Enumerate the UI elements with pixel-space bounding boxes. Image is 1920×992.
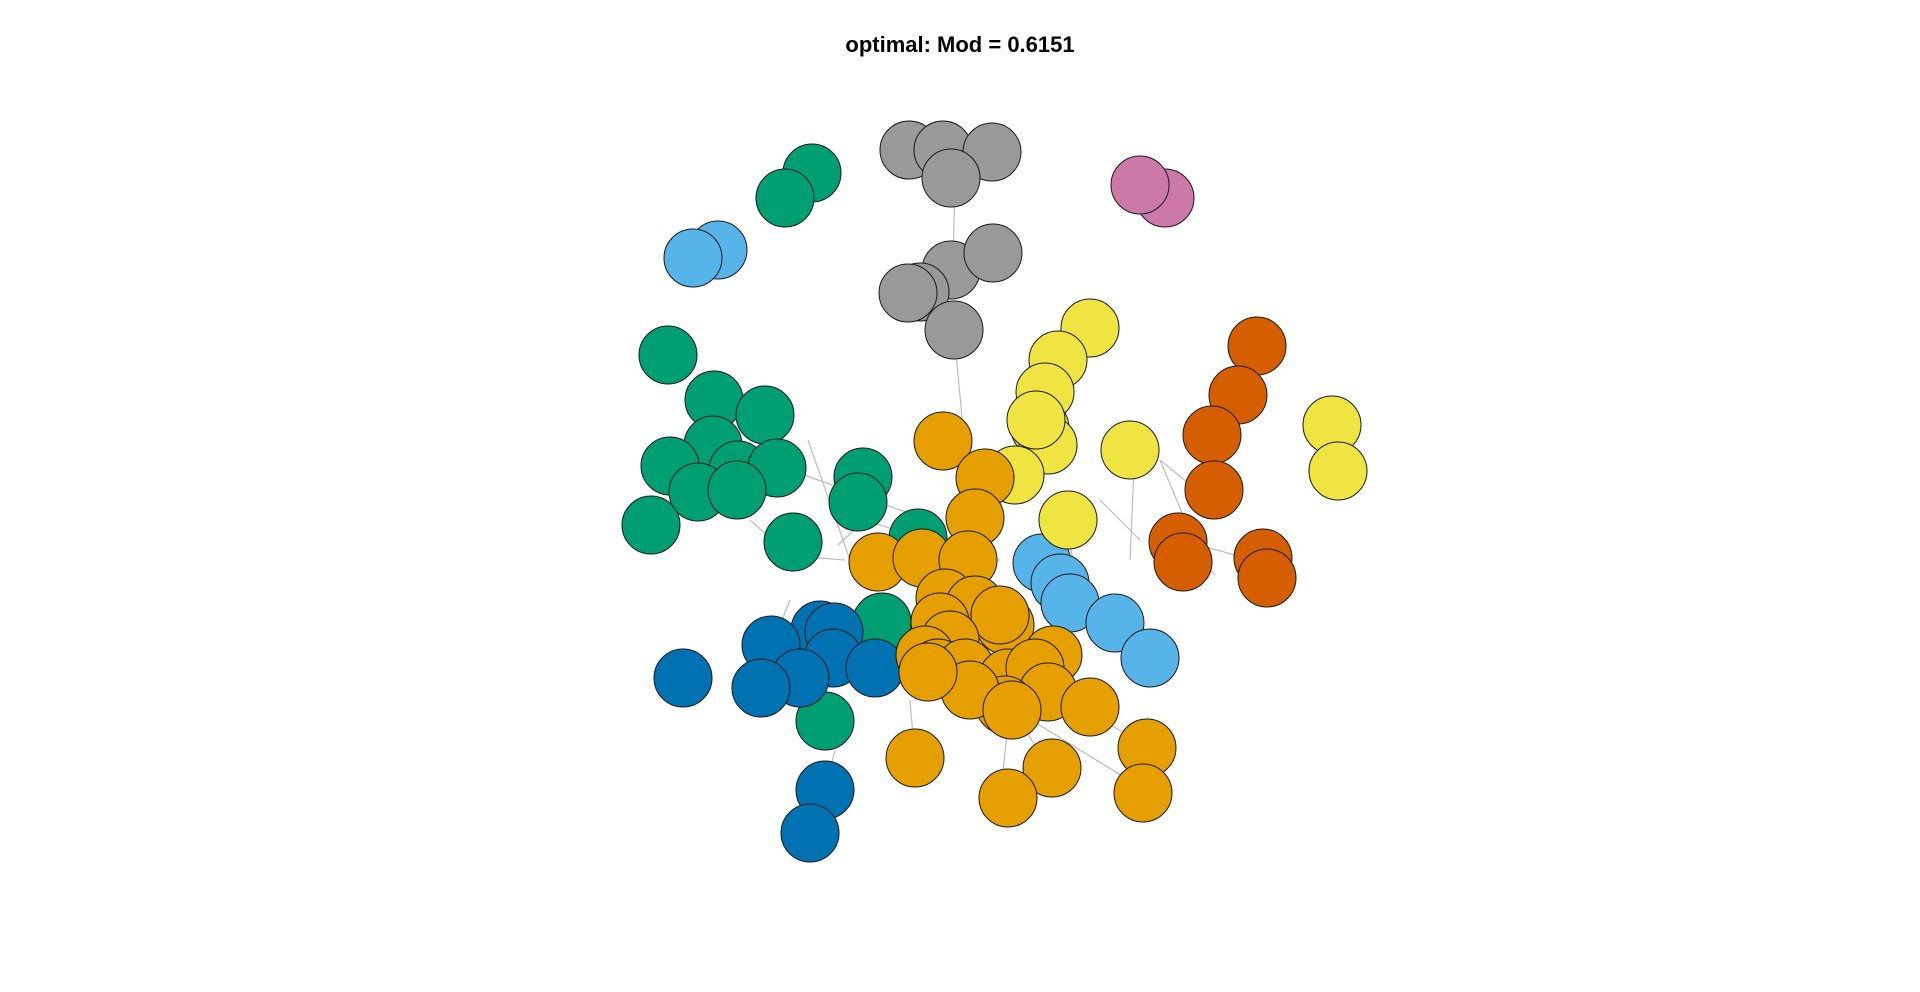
graph-node-yellow <box>1006 390 1066 450</box>
graph-node-orange <box>982 680 1042 740</box>
graph-node-blue <box>731 658 791 718</box>
graph-node-orange <box>978 768 1038 828</box>
graph-node-green <box>735 385 795 445</box>
graph-node-grey <box>921 148 981 208</box>
graph-node-orange <box>1022 738 1082 798</box>
graph-node-vermillion <box>1184 460 1244 520</box>
graph-node-grey <box>963 223 1023 283</box>
graph-edge <box>1099 499 1141 541</box>
graph-node-green <box>755 168 815 228</box>
graph-node-green <box>828 472 888 532</box>
graph-node-vermillion <box>1182 405 1242 465</box>
graph-node-yellow <box>1308 441 1368 501</box>
graph-node-grey <box>878 263 938 323</box>
graph-node-sky <box>663 228 723 288</box>
graph-node-orange <box>913 411 973 471</box>
graph-node-green <box>763 512 823 572</box>
graph-node-pink <box>1110 155 1170 215</box>
node-layer <box>621 120 1368 863</box>
graph-node-blue <box>780 803 840 863</box>
graph-node-orange <box>885 728 945 788</box>
graph-node-blue <box>653 648 713 708</box>
graph-node-grey <box>924 300 984 360</box>
graph-node-orange <box>1113 763 1173 823</box>
graph-node-orange <box>898 642 958 702</box>
graph-node-green <box>638 325 698 385</box>
graph-node-yellow <box>1038 490 1098 550</box>
graph-node-vermillion <box>1237 548 1297 608</box>
graph-node-green <box>621 495 681 555</box>
graph-node-green <box>707 460 767 520</box>
plot-title: optimal: Mod = 0.6151 <box>845 32 1075 57</box>
graph-node-vermillion <box>1153 532 1213 592</box>
graph-node-blue <box>845 638 905 698</box>
graph-node-orange <box>1060 677 1120 737</box>
graph-node-yellow <box>1100 420 1160 480</box>
graph-node-orange <box>970 585 1030 645</box>
graph-edge <box>1159 459 1186 521</box>
graph-node-sky <box>1120 628 1180 688</box>
